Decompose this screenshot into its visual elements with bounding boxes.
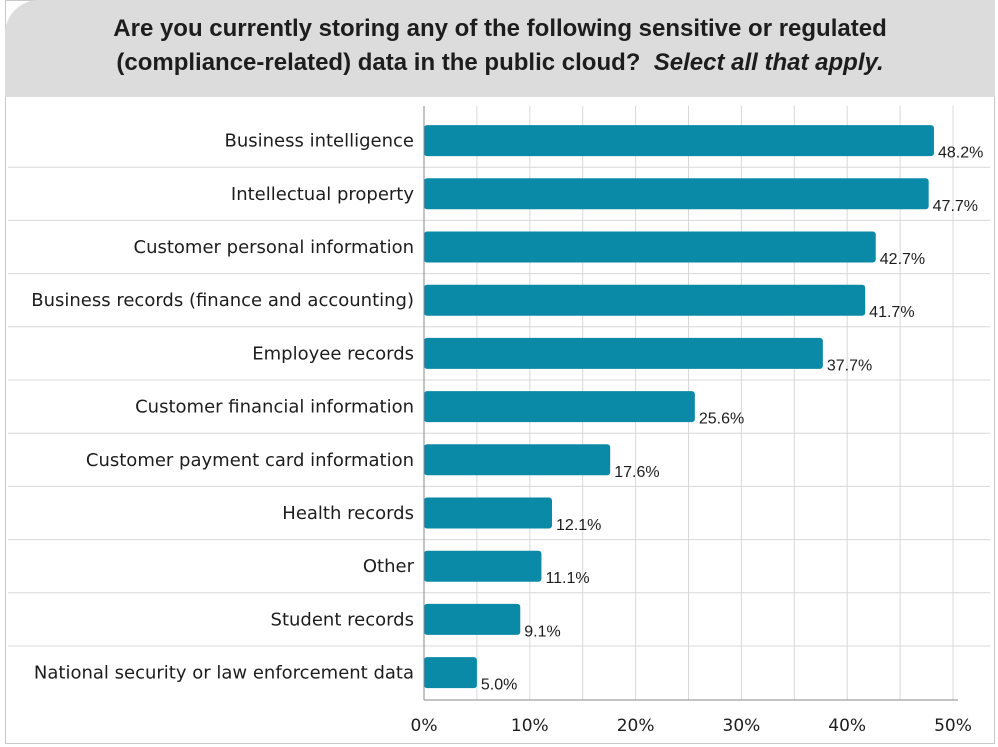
value-label: 25.6% <box>699 411 744 428</box>
category-label: Health records <box>282 503 414 524</box>
category-label: National security or law enforcement dat… <box>34 663 414 684</box>
value-label: 11.1% <box>545 570 589 587</box>
bar <box>424 444 611 476</box>
value-label: 47.7% <box>933 198 978 215</box>
x-tick-label: 20% <box>617 716 655 736</box>
bar <box>424 125 934 157</box>
value-label: 48.2% <box>938 145 983 162</box>
category-label: Business records (finance and accounting… <box>31 290 414 311</box>
bar <box>424 337 823 369</box>
title-line-2: (compliance-related) data in the public … <box>5 46 995 80</box>
bar <box>424 550 542 582</box>
value-label: 12.1% <box>556 517 601 534</box>
chart-title: Are you currently storing any of the fol… <box>5 12 995 80</box>
value-label: 17.6% <box>614 464 659 481</box>
title-line-2-text: (compliance-related) data in the public … <box>116 49 641 76</box>
bar <box>424 657 477 689</box>
x-tick-label: 30% <box>723 716 761 736</box>
bar <box>424 497 553 529</box>
bar <box>424 231 876 263</box>
value-label: 5.0% <box>481 677 517 694</box>
category-label: Intellectual property <box>231 184 414 205</box>
x-tick-label: 40% <box>828 716 866 736</box>
bar <box>424 391 695 423</box>
category-label: Student records <box>271 609 414 630</box>
category-label: Customer personal information <box>134 237 415 258</box>
bar <box>424 284 866 316</box>
x-tick-label: 10% <box>511 716 549 736</box>
category-label: Customer financial information <box>135 397 414 418</box>
bar <box>424 603 521 635</box>
title-line-2-italic: Select all that apply. <box>653 49 884 76</box>
category-label: Other <box>363 556 415 577</box>
x-tick-label: 0% <box>411 716 438 736</box>
category-label: Customer payment card information <box>86 450 414 471</box>
category-label: Employee records <box>252 343 414 364</box>
category-label: Business intelligence <box>224 131 414 152</box>
x-tick-label: 50% <box>934 716 972 736</box>
value-label: 9.1% <box>524 623 560 640</box>
chart-header: Are you currently storing any of the fol… <box>5 0 995 97</box>
value-label: 42.7% <box>880 251 925 268</box>
value-label: 41.7% <box>869 304 914 321</box>
value-label: 37.7% <box>827 357 872 374</box>
title-line-1: Are you currently storing any of the fol… <box>113 15 887 42</box>
bar <box>424 178 929 210</box>
